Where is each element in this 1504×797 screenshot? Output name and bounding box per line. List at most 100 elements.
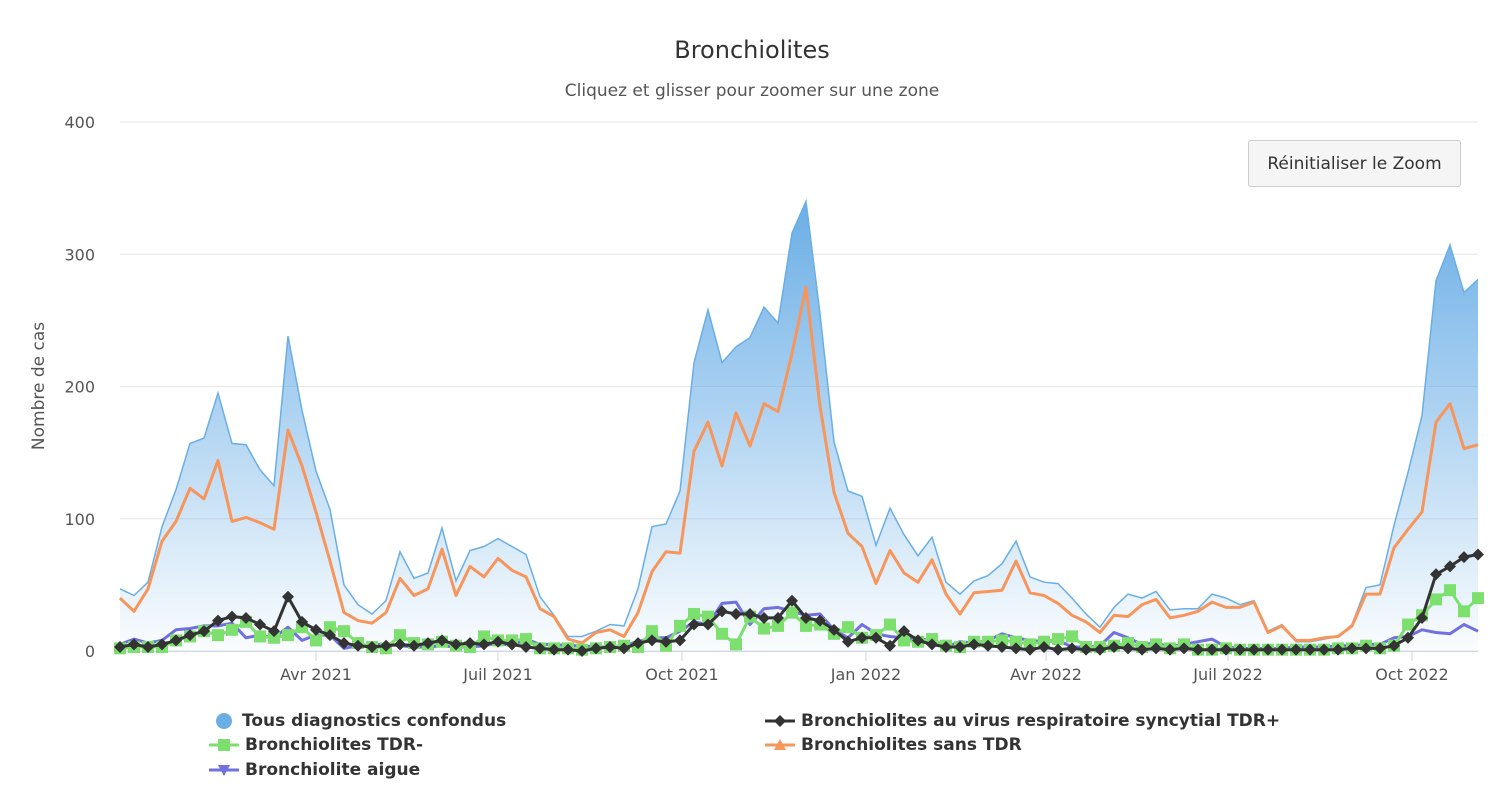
data-point — [677, 488, 683, 494]
data-point — [509, 567, 515, 573]
data-point — [1293, 637, 1299, 643]
data-point-diamond — [128, 638, 140, 651]
data-point — [1167, 607, 1173, 613]
data-point-square — [842, 621, 854, 634]
series-3 — [118, 284, 1479, 645]
data-point — [1405, 469, 1411, 475]
data-point — [1055, 581, 1061, 587]
legend-item-aigue[interactable]: Bronchiolite aigue — [209, 760, 420, 780]
data-point-diamond — [1290, 643, 1302, 656]
data-point — [341, 582, 347, 588]
data-point-diamond — [1192, 643, 1204, 656]
data-point-diamond — [1472, 548, 1484, 561]
data-point-diamond — [1346, 642, 1358, 655]
data-point-diamond — [1444, 560, 1456, 573]
data-point-diamond — [800, 611, 812, 624]
data-point-diamond — [1122, 642, 1134, 655]
data-point-diamond — [814, 614, 826, 627]
data-point-square — [268, 631, 280, 644]
data-point — [1377, 591, 1383, 597]
data-point — [1167, 615, 1173, 621]
data-point — [1209, 591, 1215, 597]
data-point-square — [1010, 635, 1022, 648]
data-point — [1447, 401, 1453, 407]
data-point — [313, 509, 319, 515]
data-point — [1363, 585, 1369, 591]
data-point — [859, 493, 865, 499]
data-point — [901, 570, 907, 576]
data-point — [1433, 278, 1439, 284]
data-point — [789, 230, 795, 236]
data-point — [649, 569, 655, 575]
data-point — [1125, 591, 1131, 597]
data-point — [775, 320, 781, 326]
data-point-square — [324, 621, 336, 634]
data-point-diamond — [632, 637, 644, 650]
data-point-diamond — [254, 618, 266, 631]
data-point — [747, 335, 753, 341]
data-point — [1027, 574, 1033, 580]
data-point-diamond — [940, 641, 952, 654]
data-point — [859, 622, 865, 628]
legend-square-icon — [209, 739, 239, 751]
data-point-square — [1430, 593, 1442, 606]
data-point — [537, 594, 543, 600]
data-point — [803, 284, 809, 290]
data-point — [1041, 579, 1047, 585]
data-point — [425, 570, 431, 576]
data-point-square — [394, 629, 406, 642]
data-point-diamond — [506, 638, 518, 651]
y-tick-label: 200 — [64, 378, 95, 397]
legend-item-sans-tdr[interactable]: Bronchiolites sans TDR — [765, 735, 1022, 755]
data-point — [215, 458, 221, 464]
data-point-square — [1052, 633, 1064, 646]
legend-item-tdr-moins[interactable]: Bronchiolites TDR- — [209, 735, 423, 755]
data-point — [1027, 590, 1033, 596]
series-1 — [114, 548, 1484, 657]
data-point — [873, 581, 879, 587]
data-point-square — [1472, 592, 1484, 605]
data-point — [1279, 623, 1285, 629]
data-point — [1111, 604, 1117, 610]
data-point — [355, 618, 361, 624]
data-point — [1335, 633, 1341, 639]
data-point — [369, 611, 375, 617]
data-point — [761, 401, 767, 407]
legend-triangle-icon — [765, 739, 795, 750]
data-point — [1111, 612, 1117, 618]
data-point — [201, 496, 207, 502]
data-point-diamond — [212, 614, 224, 627]
data-point — [411, 575, 417, 581]
data-point-square — [772, 619, 784, 632]
legend-item-tous-diagnostics[interactable]: Tous diagnostics confondus — [212, 711, 506, 731]
data-point-diamond — [534, 642, 546, 655]
data-point — [551, 614, 557, 620]
data-point-diamond — [170, 634, 182, 647]
data-point — [439, 525, 445, 531]
data-point-square — [884, 618, 896, 631]
data-point-diamond — [408, 639, 420, 652]
data-point — [621, 633, 627, 639]
reset-zoom-button[interactable]: Réinitialiser le Zoom — [1248, 140, 1461, 187]
legend-label: Tous diagnostics confondus — [242, 711, 507, 731]
legend-item-vrs-tdr-plus[interactable]: Bronchiolites au virus respiratoire sync… — [765, 711, 1280, 731]
data-point-diamond — [1164, 643, 1176, 656]
data-point — [1461, 622, 1467, 628]
data-point-diamond — [856, 631, 868, 644]
data-point-diamond — [1010, 642, 1022, 655]
data-point — [1181, 612, 1187, 618]
data-point — [257, 467, 263, 473]
x-tick-label: Jan 2022 — [830, 665, 901, 684]
data-point — [887, 633, 893, 639]
data-point-diamond — [758, 611, 770, 624]
x-tick-label: Juil 2022 — [1192, 665, 1263, 684]
data-point — [1391, 545, 1397, 551]
data-point — [705, 307, 711, 313]
data-point-diamond — [1080, 643, 1092, 656]
data-point-diamond — [618, 642, 630, 655]
data-point — [901, 532, 907, 538]
data-point — [929, 534, 935, 540]
data-point-diamond — [310, 623, 322, 636]
data-point — [957, 591, 963, 597]
